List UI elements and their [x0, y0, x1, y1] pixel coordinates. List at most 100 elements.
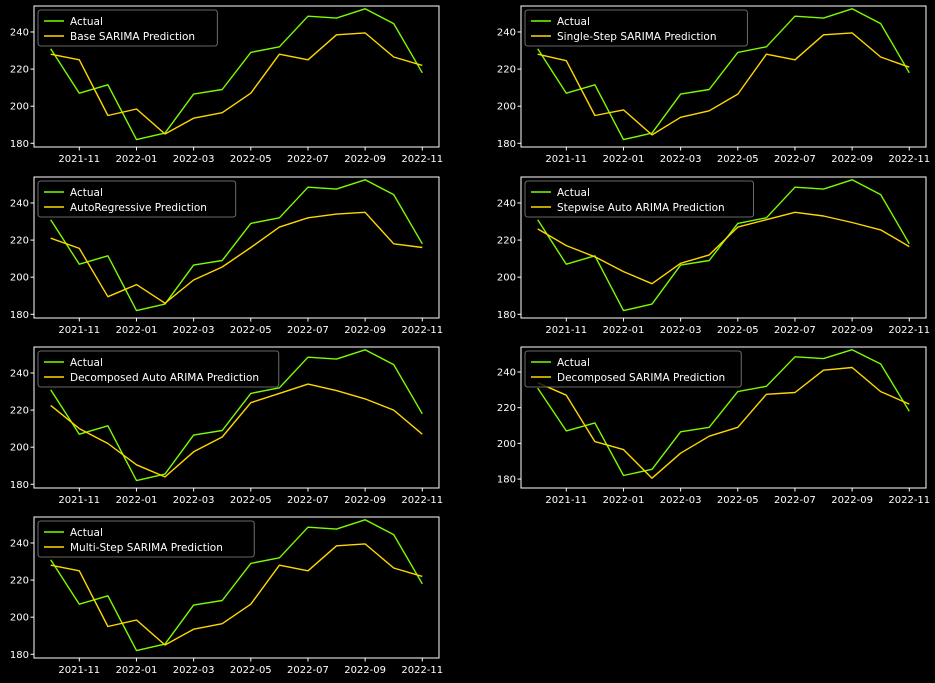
x-tick-label: 2022-05 — [717, 154, 759, 165]
legend-label: Multi-Step SARIMA Prediction — [70, 542, 223, 554]
x-tick-label: 2022-01 — [116, 665, 158, 676]
x-tick-label: 2022-01 — [603, 154, 645, 165]
x-tick-label: 2022-05 — [230, 495, 272, 506]
x-tick-label: 2022-11 — [888, 325, 930, 336]
subplot-6: 180 200 220 240 2021-11 2022-01 2022-03 2022-05… — [497, 346, 930, 506]
subplot-2: 180 200 220 240 2021-11 2022-01 2022-03 2022-05… — [497, 5, 930, 165]
legend-frame — [524, 180, 754, 218]
axes-frame — [520, 176, 927, 319]
x-tick-label: 2022-03 — [173, 495, 215, 506]
y-tick-label: 200 — [10, 613, 29, 624]
x-tick-label: 2022-07 — [774, 154, 816, 165]
y-tick-label: 240 — [10, 27, 29, 38]
prediction-line — [50, 543, 423, 646]
actual-line — [50, 349, 423, 482]
x-tick-label: 2022-05 — [717, 325, 759, 336]
prediction-line — [50, 32, 423, 135]
actual-line — [50, 179, 423, 312]
legend-label: AutoRegressive Prediction — [70, 202, 207, 214]
x-tick-label: 2022-07 — [287, 665, 329, 676]
x-tick-label: 2022-03 — [173, 154, 215, 165]
legend-label: Actual — [557, 357, 590, 369]
legend: Actual AutoRegressive Prediction — [37, 180, 237, 218]
y-tick-label: 200 — [10, 273, 29, 284]
x-tick-label: 2022-09 — [831, 495, 873, 506]
x-tick-label: 2021-11 — [545, 325, 587, 336]
subplot-5: 180 200 220 240 2021-11 2022-01 2022-03 2022-05… — [10, 346, 443, 506]
legend: Actual Multi-Step SARIMA Prediction — [37, 520, 255, 558]
x-tick-label: 2022-05 — [230, 154, 272, 165]
legend-label: Actual — [70, 527, 103, 539]
axes-frame — [520, 346, 927, 489]
x-tick-label: 2022-07 — [287, 325, 329, 336]
x-tick-label: 2021-11 — [58, 154, 100, 165]
axes-frame — [33, 516, 440, 659]
x-tick-label: 2022-09 — [344, 154, 386, 165]
x-tick-label: 2022-01 — [603, 495, 645, 506]
axes-frame — [33, 346, 440, 489]
legend-label: Decomposed Auto ARIMA Prediction — [70, 372, 259, 384]
x-tick-label: 2022-11 — [888, 495, 930, 506]
y-tick-label: 220 — [10, 406, 29, 417]
x-tick-label: 2022-03 — [173, 665, 215, 676]
x-tick-label: 2022-05 — [230, 665, 272, 676]
y-tick-label: 220 — [497, 236, 516, 247]
prediction-line — [537, 366, 910, 479]
x-tick-label: 2022-11 — [401, 665, 443, 676]
legend-frame — [524, 350, 742, 388]
legend: Actual Stepwise Auto ARIMA Prediction — [524, 180, 754, 218]
x-tick-label: 2022-07 — [287, 154, 329, 165]
prediction-line — [537, 32, 910, 136]
x-tick-label: 2022-09 — [831, 154, 873, 165]
x-tick-label: 2022-03 — [173, 325, 215, 336]
y-tick-label: 200 — [497, 273, 516, 284]
legend-frame — [37, 520, 255, 558]
y-tick-label: 200 — [10, 102, 29, 113]
y-tick-label: 180 — [10, 650, 29, 661]
actual-line — [50, 8, 423, 141]
x-tick-label: 2022-11 — [401, 154, 443, 165]
x-tick-label: 2022-07 — [287, 495, 329, 506]
x-tick-label: 2022-01 — [116, 495, 158, 506]
y-tick-label: 180 — [497, 310, 516, 321]
y-tick-label: 180 — [10, 139, 29, 150]
x-tick-label: 2022-03 — [660, 325, 702, 336]
x-tick-label: 2022-03 — [660, 154, 702, 165]
x-tick-label: 2022-09 — [344, 325, 386, 336]
x-tick-label: 2021-11 — [545, 495, 587, 506]
prediction-line — [537, 211, 910, 285]
legend-frame — [524, 9, 748, 47]
y-tick-label: 240 — [497, 27, 516, 38]
x-tick-label: 2021-11 — [58, 495, 100, 506]
legend: Actual Decomposed Auto ARIMA Prediction — [37, 350, 280, 388]
legend-label: Base SARIMA Prediction — [70, 31, 195, 43]
legend-label: Actual — [70, 16, 103, 28]
legend-label: Single-Step SARIMA Prediction — [557, 31, 717, 43]
legend: Actual Single-Step SARIMA Prediction — [524, 9, 748, 47]
legend: Actual Base SARIMA Prediction — [37, 9, 218, 47]
legend-label: Decomposed SARIMA Prediction — [557, 372, 725, 384]
y-tick-label: 220 — [497, 403, 516, 414]
subplot-7: 180 200 220 240 2021-11 2022-01 2022-03 2022-05… — [10, 516, 443, 676]
x-tick-label: 2022-01 — [116, 325, 158, 336]
y-tick-label: 180 — [497, 139, 516, 150]
y-tick-label: 240 — [497, 198, 516, 209]
x-tick-label: 2022-05 — [717, 495, 759, 506]
x-tick-label: 2022-09 — [344, 665, 386, 676]
y-tick-label: 240 — [10, 198, 29, 209]
x-tick-label: 2022-11 — [888, 154, 930, 165]
x-tick-label: 2022-01 — [603, 325, 645, 336]
y-tick-label: 200 — [497, 439, 516, 450]
x-tick-label: 2022-09 — [344, 495, 386, 506]
prediction-line — [50, 211, 423, 304]
y-tick-label: 240 — [10, 368, 29, 379]
legend-label: Actual — [557, 187, 590, 199]
subplot-1: 180 200 220 240 2021-11 2022-01 2022-03 2022-05… — [10, 5, 443, 165]
y-tick-label: 220 — [10, 236, 29, 247]
x-tick-label: 2021-11 — [58, 325, 100, 336]
actual-line — [537, 349, 910, 477]
y-tick-label: 240 — [10, 538, 29, 549]
actual-line — [537, 8, 910, 141]
